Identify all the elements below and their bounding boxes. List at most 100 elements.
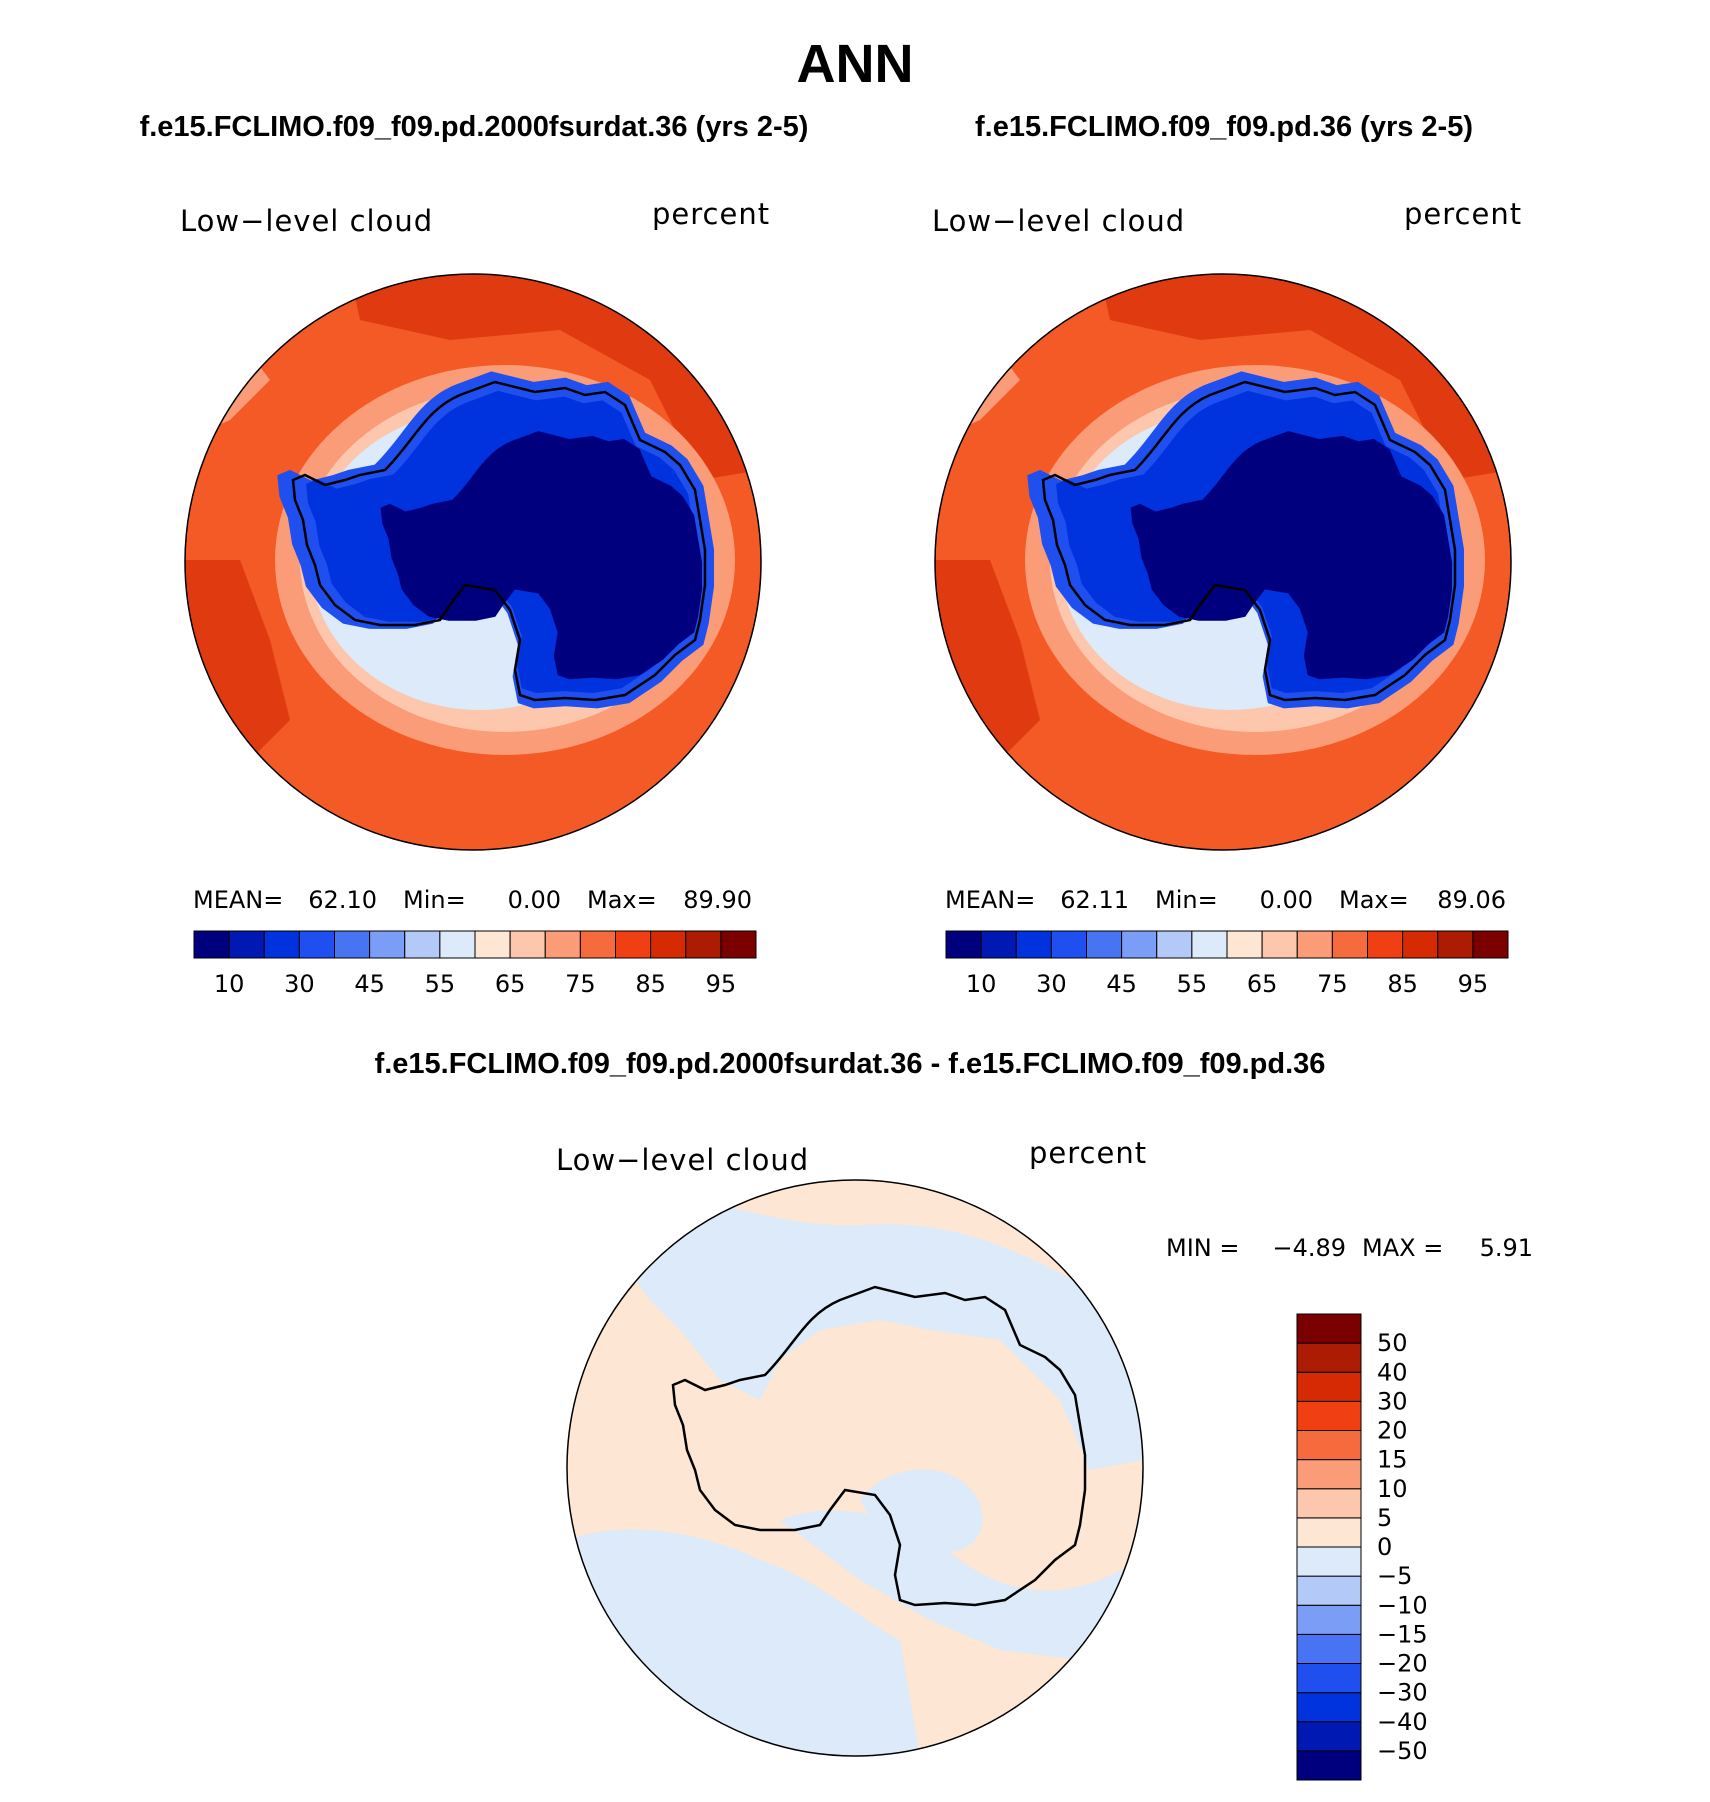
colorbar-tick-label: 30	[1036, 970, 1067, 998]
polar-map-left	[185, 274, 761, 850]
min-label: Min=	[1155, 886, 1218, 914]
figure-title: ANN	[797, 34, 914, 94]
mean-value: 62.10	[308, 886, 377, 914]
colorbar-swatch	[1191, 930, 1228, 959]
colorbar-swatch	[1296, 1342, 1362, 1373]
colorbar-tick-label: −20	[1377, 1650, 1428, 1678]
colorbar-tick-label: 55	[1177, 970, 1208, 998]
colorbar-swatch	[263, 930, 300, 959]
max-label: Max=	[1339, 886, 1409, 914]
colorbar-swatch	[1015, 930, 1052, 959]
colorbar-swatch	[1296, 930, 1333, 959]
colorbar-tick-label: 65	[1247, 970, 1278, 998]
colorbar-tick-label: −30	[1377, 1679, 1428, 1707]
panel-right: f.e15.FCLIMO.f09_f09.pd.36 (yrs 2-5) Low…	[932, 111, 1521, 998]
colorbar-swatch	[685, 930, 722, 959]
colorbar-swatch	[1296, 1488, 1362, 1519]
stats-difference: MIN = −4.89 MAX = 5.91	[1166, 1234, 1533, 1262]
colorbar-tick-label: 10	[966, 970, 997, 998]
panel-left-case-title: f.e15.FCLIMO.f09_f09.pd.2000fsurdat.36 (…	[140, 111, 809, 143]
colorbar-swatch	[980, 930, 1017, 959]
colorbar-swatch	[439, 930, 476, 959]
colorbar-swatch	[1296, 1313, 1362, 1344]
map-diff-negative-region	[620, 1198, 1143, 1470]
colorbar-tick-label: −15	[1377, 1620, 1428, 1648]
colorbar-swatch	[1296, 1633, 1362, 1664]
colorbar-swatch	[650, 930, 687, 959]
colorbar-tick-label: 10	[214, 970, 245, 998]
mean-label: MEAN=	[193, 886, 283, 914]
colorbar-tick-label: 85	[635, 970, 666, 998]
colorbar-tick-label: 15	[1377, 1446, 1408, 1474]
colorbar-swatch	[1402, 930, 1439, 959]
colorbar-left: 10 30 45 55 65 75 85 95	[193, 930, 757, 998]
mean-value: 62.11	[1060, 886, 1129, 914]
colorbar-tick-label: −40	[1377, 1708, 1428, 1736]
colorbar-swatch	[720, 930, 757, 959]
colorbar-swatch	[1156, 930, 1193, 959]
map-boundary-left	[184, 273, 762, 851]
panel-difference: f.e15.FCLIMO.f09_f09.pd.2000fsurdat.36 -…	[375, 1048, 1533, 1781]
colorbar-swatch	[1367, 930, 1404, 959]
colorbar-tick-label: 75	[565, 970, 596, 998]
colorbar-tick-label: 5	[1377, 1504, 1392, 1532]
colorbar-swatch	[1296, 1750, 1362, 1781]
colorbar-swatch	[369, 930, 406, 959]
colorbar-tick-label: 95	[1458, 970, 1489, 998]
colorbar-tick-label: −5	[1377, 1562, 1412, 1590]
colorbar-tick-label: 40	[1377, 1358, 1408, 1386]
colorbar-tick-label: 20	[1377, 1417, 1408, 1445]
max-value: 89.90	[683, 886, 752, 914]
colorbar-swatch	[1296, 1604, 1362, 1635]
colorbar-swatch	[1261, 930, 1298, 959]
colorbar-swatch	[1050, 930, 1087, 959]
colorbar-swatch	[193, 930, 230, 959]
panel-left-variable-label: Low−level cloud	[180, 204, 433, 238]
panel-right-variable-label: Low−level cloud	[932, 204, 1185, 238]
min-value: −4.89	[1272, 1234, 1346, 1262]
colorbar-swatch	[1296, 1721, 1362, 1752]
colorbar-swatch	[334, 930, 371, 959]
colorbar-swatch	[298, 930, 335, 959]
max-value: 5.91	[1480, 1234, 1533, 1262]
colorbar-swatch	[1296, 1546, 1362, 1577]
colorbar-tick-label: −10	[1377, 1591, 1428, 1619]
map-boundary-right	[934, 273, 1512, 851]
max-label: MAX =	[1362, 1234, 1443, 1262]
colorbar-tick-label: 85	[1387, 970, 1418, 998]
panel-diff-units-label: percent	[1029, 1136, 1147, 1170]
panel-right-case-title: f.e15.FCLIMO.f09_f09.pd.36 (yrs 2-5)	[975, 111, 1473, 143]
map-diff-negative-region	[780, 1510, 1143, 1660]
map-boundary-difference	[566, 1179, 1144, 1757]
panel-diff-case-title: f.e15.FCLIMO.f09_f09.pd.2000fsurdat.36 -…	[375, 1048, 1326, 1080]
panel-left-units-label: percent	[652, 197, 770, 231]
colorbar-swatch	[1296, 1459, 1362, 1490]
colorbar-swatch	[1472, 930, 1509, 959]
colorbar-swatch	[1296, 1692, 1362, 1723]
colorbar-swatch	[228, 930, 265, 959]
max-label: Max=	[587, 886, 657, 914]
colorbar-tick-label: 30	[284, 970, 315, 998]
colorbar-swatch	[945, 930, 982, 959]
polar-map-right	[935, 274, 1511, 850]
panel-diff-variable-label: Low−level cloud	[556, 1143, 809, 1177]
mean-label: MEAN=	[945, 886, 1035, 914]
colorbar-swatch	[1437, 930, 1474, 959]
colorbar-tick-label: 50	[1377, 1329, 1408, 1357]
colorbar-swatch	[544, 930, 581, 959]
max-value: 89.06	[1437, 886, 1506, 914]
panel-left: f.e15.FCLIMO.f09_f09.pd.2000fsurdat.36 (…	[140, 111, 809, 998]
colorbar-tick-label: 0	[1377, 1533, 1392, 1561]
colorbar-tick-label: 10	[1377, 1475, 1408, 1503]
colorbar-swatch	[1331, 930, 1368, 959]
colorbar-swatch	[1226, 930, 1263, 959]
colorbar-tick-label: 45	[1106, 970, 1137, 998]
colorbar-swatch	[1086, 930, 1123, 959]
colorbar-right: 10 30 45 55 65 75 85 95	[945, 930, 1509, 998]
colorbar-tick-label: 30	[1377, 1387, 1408, 1415]
colorbar-swatch	[1296, 1575, 1362, 1606]
colorbar-swatch	[1296, 1371, 1362, 1402]
min-value: 0.00	[508, 886, 561, 914]
